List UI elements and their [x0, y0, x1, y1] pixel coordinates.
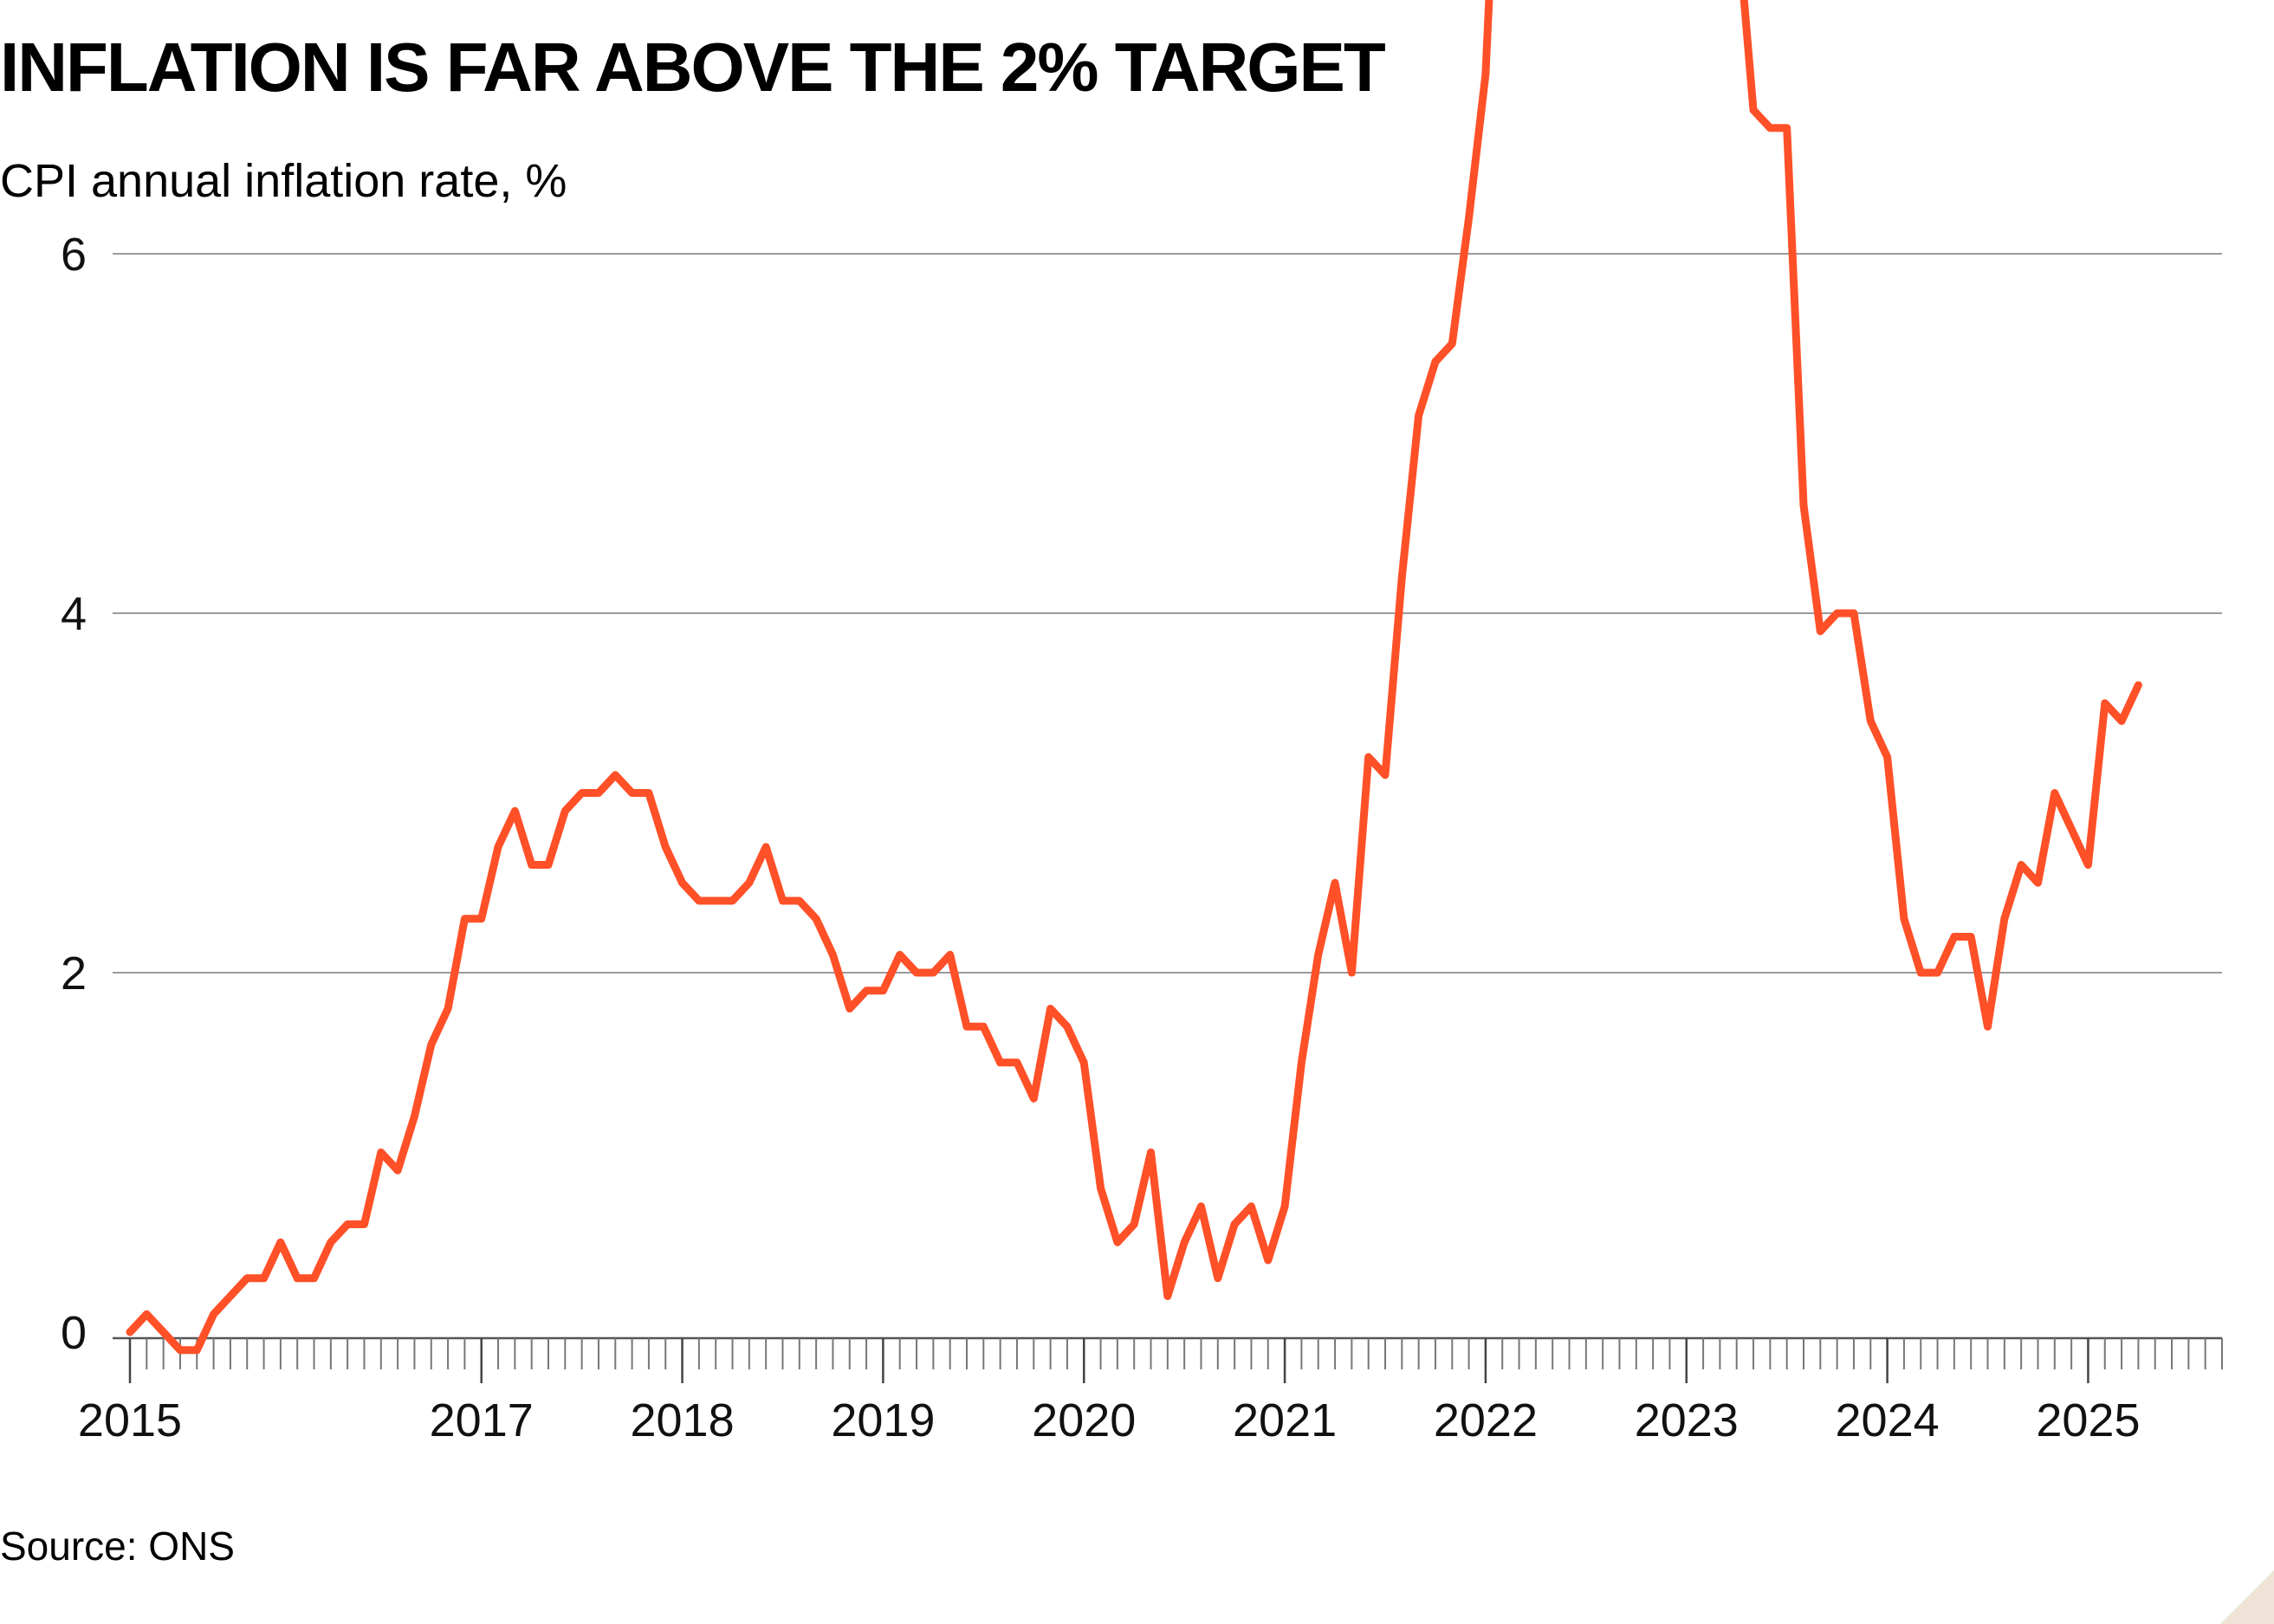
y-tick-label-6: 6 [61, 229, 87, 281]
y-tick-label-4: 4 [61, 588, 87, 640]
x-tick-label-2020: 2020 [1032, 1394, 1136, 1446]
x-tick-label-2017: 2017 [430, 1394, 534, 1446]
x-tick-label-2018: 2018 [630, 1394, 734, 1446]
x-tick-label-2025: 2025 [2036, 1394, 2140, 1446]
chart-subtitle: CPI annual inflation rate, % [0, 155, 567, 207]
y-tick-label-0: 0 [61, 1307, 87, 1359]
source-note: Source: ONS [0, 1524, 235, 1569]
chart-title: INFLATION IS FAR ABOVE THE 2% TARGET [0, 29, 1386, 106]
corner-fold-icon [2220, 1570, 2274, 1624]
y-tick-label-2: 2 [61, 948, 87, 1000]
series-line-0 [126, 0, 2142, 1355]
series-layer [126, 0, 2142, 1355]
line-chart: 0246810 20152017201820192020202120222023… [61, 0, 2223, 1446]
y-axis-tick-labels: 0246810 [61, 229, 87, 1359]
x-tick-label-2023: 2023 [1635, 1394, 1739, 1446]
x-tick-label-2024: 2024 [1836, 1394, 1940, 1446]
gridlines [113, 253, 2222, 974]
x-tick-label-2022: 2022 [1434, 1394, 1538, 1446]
x-tick-label-2015: 2015 [78, 1394, 182, 1446]
x-tick-label-2021: 2021 [1233, 1394, 1337, 1446]
x-tick-label-2019: 2019 [831, 1394, 935, 1446]
x-axis: 2015 2017 2018 2019 2020 2021 2022 2023 2024 2025 [78, 1336, 2223, 1446]
